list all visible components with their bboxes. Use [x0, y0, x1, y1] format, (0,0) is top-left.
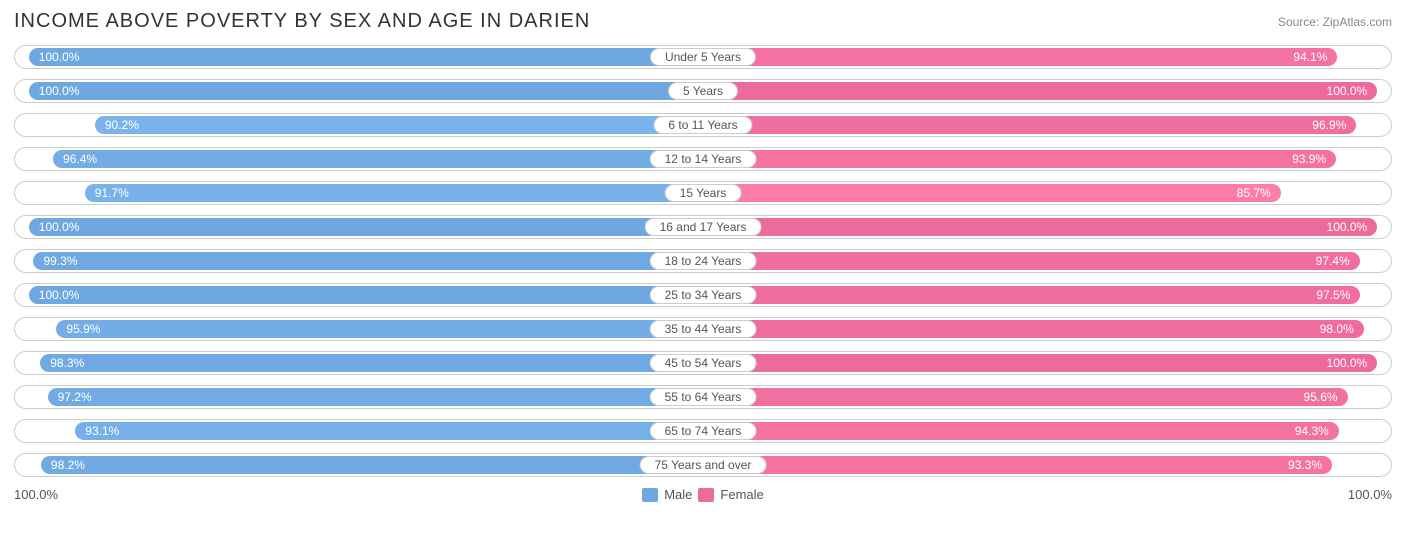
female-bar: 98.0%	[703, 320, 1364, 338]
male-value: 100.0%	[39, 288, 80, 302]
male-value: 97.2%	[58, 390, 92, 404]
category-label: 25 to 34 Years	[650, 286, 757, 304]
female-value: 100.0%	[1327, 84, 1368, 98]
male-value: 90.2%	[105, 118, 139, 132]
female-bar: 93.9%	[703, 150, 1336, 168]
chart-title: INCOME ABOVE POVERTY BY SEX AND AGE IN D…	[14, 10, 590, 33]
category-label: 5 Years	[668, 82, 738, 100]
category-label: 65 to 74 Years	[650, 422, 757, 440]
category-label: 16 and 17 Years	[645, 218, 762, 236]
chart-row: 100.0% 100.0% 5 Years	[14, 79, 1392, 103]
male-value: 95.9%	[66, 322, 100, 336]
female-bar: 100.0%	[703, 354, 1377, 372]
axis-left-label: 100.0%	[14, 487, 58, 502]
male-bar: 97.2%	[48, 388, 703, 406]
source-label: Source: ZipAtlas.com	[1278, 15, 1392, 29]
chart-row: 95.9% 98.0% 35 to 44 Years	[14, 317, 1392, 341]
male-bar: 99.3%	[33, 252, 703, 270]
female-value: 97.5%	[1316, 288, 1350, 302]
female-value: 94.3%	[1295, 424, 1329, 438]
chart-row: 91.7% 85.7% 15 Years	[14, 181, 1392, 205]
category-label: 35 to 44 Years	[650, 320, 757, 338]
chart-row: 90.2% 96.9% 6 to 11 Years	[14, 113, 1392, 137]
male-bar: 96.4%	[53, 150, 703, 168]
female-value: 94.1%	[1293, 50, 1327, 64]
female-bar: 94.3%	[703, 422, 1339, 440]
chart-row: 97.2% 95.6% 55 to 64 Years	[14, 385, 1392, 409]
female-bar: 100.0%	[703, 82, 1377, 100]
male-swatch	[642, 488, 658, 502]
male-value: 100.0%	[39, 220, 80, 234]
male-bar: 90.2%	[95, 116, 703, 134]
chart-row: 100.0% 97.5% 25 to 34 Years	[14, 283, 1392, 307]
male-bar: 100.0%	[29, 218, 703, 236]
female-value: 95.6%	[1304, 390, 1338, 404]
female-bar: 97.4%	[703, 252, 1360, 270]
female-value: 85.7%	[1237, 186, 1271, 200]
female-value: 96.9%	[1312, 118, 1346, 132]
female-swatch	[698, 488, 714, 502]
footer: 100.0% Male Female 100.0%	[14, 487, 1392, 502]
chart-row: 100.0% 100.0% 16 and 17 Years	[14, 215, 1392, 239]
category-label: 15 Years	[665, 184, 742, 202]
category-label: 18 to 24 Years	[650, 252, 757, 270]
male-bar: 95.9%	[56, 320, 703, 338]
female-bar: 94.1%	[703, 48, 1337, 66]
female-value: 97.4%	[1316, 254, 1350, 268]
diverging-bar-chart: 100.0% 94.1% Under 5 Years 100.0% 100.0% 5 Ye…	[14, 45, 1392, 477]
female-bar: 96.9%	[703, 116, 1356, 134]
female-value: 93.3%	[1288, 458, 1322, 472]
category-label: 6 to 11 Years	[653, 116, 752, 134]
female-value: 98.0%	[1320, 322, 1354, 336]
legend-female-label: Female	[720, 487, 763, 502]
chart-row: 99.3% 97.4% 18 to 24 Years	[14, 249, 1392, 273]
male-value: 100.0%	[39, 50, 80, 64]
male-bar: 98.3%	[40, 354, 703, 372]
male-value: 98.2%	[51, 458, 85, 472]
category-label: 75 Years and over	[640, 456, 767, 474]
axis-right-label: 100.0%	[1348, 487, 1392, 502]
header: INCOME ABOVE POVERTY BY SEX AND AGE IN D…	[14, 10, 1392, 33]
female-bar: 85.7%	[703, 184, 1281, 202]
female-bar: 100.0%	[703, 218, 1377, 236]
male-value: 96.4%	[63, 152, 97, 166]
male-bar: 93.1%	[75, 422, 703, 440]
category-label: Under 5 Years	[650, 48, 756, 66]
chart-row: 98.3% 100.0% 45 to 54 Years	[14, 351, 1392, 375]
chart-row: 98.2% 93.3% 75 Years and over	[14, 453, 1392, 477]
female-value: 100.0%	[1327, 356, 1368, 370]
legend-male-label: Male	[664, 487, 692, 502]
category-label: 45 to 54 Years	[650, 354, 757, 372]
legend: Male Female	[642, 487, 764, 502]
male-value: 100.0%	[39, 84, 80, 98]
chart-row: 93.1% 94.3% 65 to 74 Years	[14, 419, 1392, 443]
male-bar: 100.0%	[29, 82, 703, 100]
chart-row: 100.0% 94.1% Under 5 Years	[14, 45, 1392, 69]
male-bar: 91.7%	[85, 184, 703, 202]
chart-row: 96.4% 93.9% 12 to 14 Years	[14, 147, 1392, 171]
male-value: 98.3%	[50, 356, 84, 370]
category-label: 55 to 64 Years	[650, 388, 757, 406]
female-bar: 93.3%	[703, 456, 1332, 474]
female-bar: 97.5%	[703, 286, 1360, 304]
male-bar: 100.0%	[29, 286, 703, 304]
male-bar: 100.0%	[29, 48, 703, 66]
female-value: 93.9%	[1292, 152, 1326, 166]
category-label: 12 to 14 Years	[650, 150, 757, 168]
male-value: 91.7%	[95, 186, 129, 200]
male-value: 99.3%	[43, 254, 77, 268]
male-bar: 98.2%	[41, 456, 703, 474]
female-bar: 95.6%	[703, 388, 1348, 406]
female-value: 100.0%	[1327, 220, 1368, 234]
male-value: 93.1%	[85, 424, 119, 438]
